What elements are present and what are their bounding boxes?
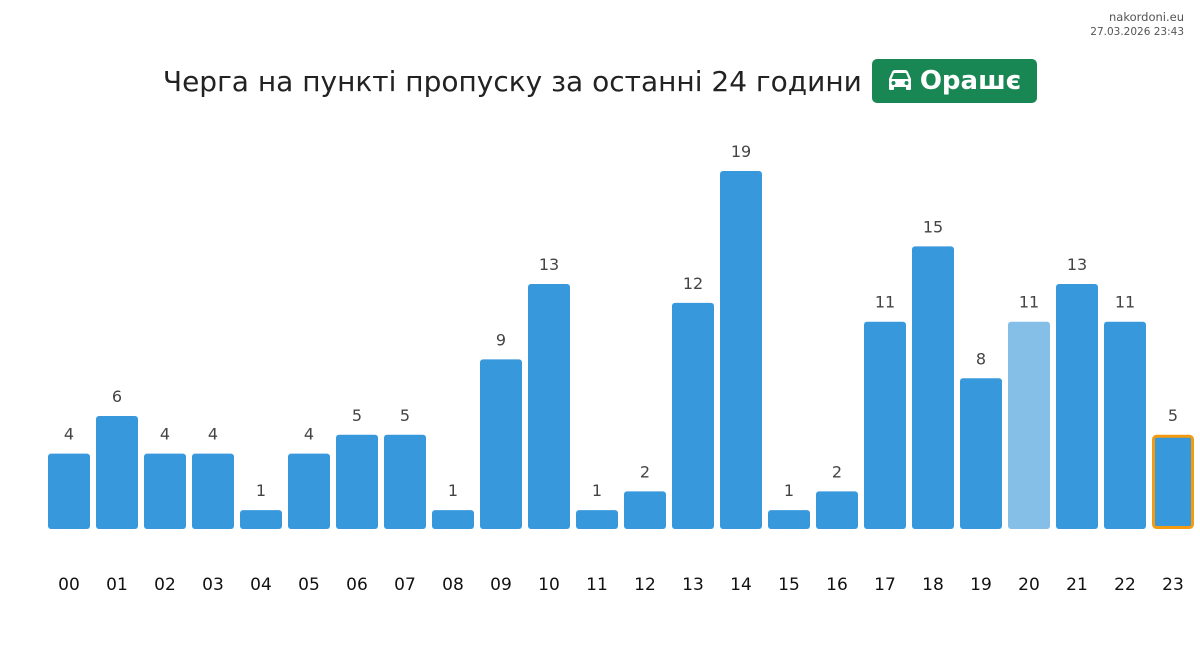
x-tick-16: 16 <box>826 575 848 595</box>
bar-22 <box>1104 321 1146 529</box>
bar-12 <box>624 491 666 529</box>
bar-04 <box>240 510 282 529</box>
bar-18 <box>912 246 954 530</box>
value-label-09: 9 <box>496 330 506 349</box>
x-tick-22: 22 <box>1114 575 1136 595</box>
bar-10 <box>528 284 570 529</box>
value-label-13: 12 <box>683 274 703 293</box>
x-tick-06: 06 <box>346 575 368 595</box>
value-label-11: 1 <box>592 481 602 500</box>
value-label-12: 2 <box>640 462 650 481</box>
x-tick-18: 18 <box>922 575 944 595</box>
x-tick-10: 10 <box>538 575 560 595</box>
value-label-21: 13 <box>1067 255 1087 274</box>
bar-06 <box>336 434 378 529</box>
value-label-08: 1 <box>448 481 458 500</box>
site-name: nakordoni.eu <box>1109 10 1184 24</box>
meta-info: nakordoni.eu 27.03.2026 23:43 <box>1090 9 1184 39</box>
bar-21 <box>1056 284 1098 529</box>
value-label-06: 5 <box>352 406 362 425</box>
value-label-04: 1 <box>256 481 266 500</box>
value-label-14: 19 <box>731 142 751 161</box>
x-tick-21: 21 <box>1066 575 1088 595</box>
x-tick-20: 20 <box>1018 575 1040 595</box>
bar-15 <box>768 510 810 529</box>
bar-20 <box>1008 321 1050 529</box>
x-tick-13: 13 <box>682 575 704 595</box>
bar-16 <box>816 491 858 529</box>
x-tick-05: 05 <box>298 575 320 595</box>
bar-19 <box>960 378 1002 529</box>
x-tick-17: 17 <box>874 575 896 595</box>
bar-17 <box>864 321 906 529</box>
car-icon <box>888 70 911 90</box>
x-tick-08: 08 <box>442 575 464 595</box>
bar-00 <box>48 453 90 529</box>
bar-03 <box>192 453 234 529</box>
bar-01 <box>96 415 138 529</box>
x-tick-11: 11 <box>586 575 608 595</box>
value-label-00: 4 <box>64 425 74 444</box>
value-label-01: 6 <box>112 387 122 406</box>
value-label-18: 15 <box>923 217 943 236</box>
x-tick-19: 19 <box>970 575 992 595</box>
bar-11 <box>576 510 618 529</box>
x-tick-23: 23 <box>1162 575 1184 595</box>
value-label-19: 8 <box>976 349 986 368</box>
value-label-07: 5 <box>400 406 410 425</box>
x-tick-00: 00 <box>58 575 80 595</box>
badge-label: Орашє <box>919 66 1022 96</box>
value-label-02: 4 <box>160 425 170 444</box>
value-label-23: 5 <box>1168 406 1178 425</box>
bar-09 <box>480 359 522 529</box>
bar-08 <box>432 510 474 529</box>
bar-07 <box>384 434 426 529</box>
x-tick-14: 14 <box>730 575 752 595</box>
x-tick-09: 09 <box>490 575 512 595</box>
value-label-20: 11 <box>1019 293 1039 312</box>
title-row: Черга на пункті пропуску за останні 24 г… <box>0 59 1200 103</box>
timestamp: 27.03.2026 23:43 <box>1090 26 1184 38</box>
value-label-15: 1 <box>784 481 794 500</box>
x-tick-03: 03 <box>202 575 224 595</box>
value-label-03: 4 <box>208 425 218 444</box>
x-tick-12: 12 <box>634 575 656 595</box>
x-tick-07: 07 <box>394 575 416 595</box>
x-tick-02: 02 <box>154 575 176 595</box>
bar-23 <box>1152 434 1194 529</box>
bar-02 <box>144 453 186 529</box>
bar-14 <box>720 171 762 529</box>
value-label-22: 11 <box>1115 293 1135 312</box>
bar-05 <box>288 453 330 529</box>
x-tick-04: 04 <box>250 575 272 595</box>
chart-title: Черга на пункті пропуску за останні 24 г… <box>162 64 862 98</box>
checkpoint-badge[interactable]: Орашє <box>871 59 1038 103</box>
bar-13 <box>672 302 714 529</box>
value-label-05: 4 <box>304 425 314 444</box>
value-label-17: 11 <box>875 293 895 312</box>
x-tick-15: 15 <box>778 575 800 595</box>
value-label-16: 2 <box>832 462 842 481</box>
value-label-10: 13 <box>539 255 559 274</box>
x-tick-01: 01 <box>106 575 128 595</box>
